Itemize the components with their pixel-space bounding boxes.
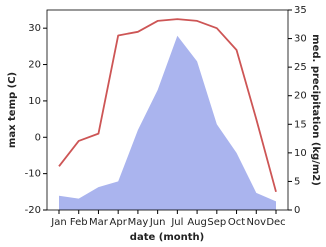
y-tick-label: 30 [28,23,41,34]
x-tick-label: May [128,217,149,228]
y-tick-label: 20 [28,60,41,71]
temp-line [58,18,277,193]
plot-frame [46,9,289,211]
y2-tick-label: 30 [294,34,307,45]
y2-tick-label: 10 [294,148,307,159]
precipitation-area [59,35,276,210]
x-tick-label: Sep [207,217,226,228]
x-tick-label: Jun [149,217,166,228]
y2-tick-label: 20 [294,91,307,102]
y-tick-label: -20 [25,205,41,216]
x-tick-label: Nov [247,217,267,228]
x-tick-label: Mar [89,217,109,228]
y-axis-title: max temp (C) [7,72,18,148]
x-tick-label: Apr [110,217,128,228]
x-axis-title: date (month) [130,232,204,243]
x-tick-label: Jul [170,217,183,228]
y-tick-label: 0 [35,132,41,143]
x-tick-label: Jan [50,217,66,228]
x-tick-label: Oct [228,217,245,228]
y2-tick-label: 5 [294,176,300,187]
y2-tick-label: 15 [294,119,307,130]
x-tick-label: Aug [187,217,207,228]
y2-tick-label: 0 [294,205,300,216]
x-tick-label: Feb [70,217,88,228]
y2-axis-title: med. precipitation (kg/m2) [310,34,321,186]
y-tick-label: -10 [25,169,41,180]
x-tick-label: Dec [266,217,285,228]
y2-tick-label: 25 [294,62,307,73]
y2-tick-label: 35 [294,5,307,16]
y-tick-label: 10 [28,96,41,107]
